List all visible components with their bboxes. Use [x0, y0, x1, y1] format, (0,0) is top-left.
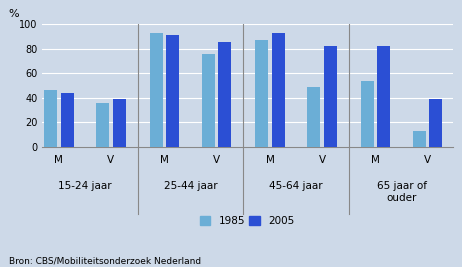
Text: V: V: [424, 155, 431, 166]
Bar: [96, 103, 109, 147]
Bar: [377, 46, 390, 147]
Text: V: V: [213, 155, 220, 166]
Text: 45-64 jaar: 45-64 jaar: [269, 181, 323, 191]
Text: 65 jaar of
ouder: 65 jaar of ouder: [377, 181, 426, 203]
Text: M: M: [371, 155, 380, 166]
Text: 25-44 jaar: 25-44 jaar: [164, 181, 217, 191]
Bar: [413, 131, 426, 147]
Bar: [61, 93, 73, 147]
Legend: 1985, 2005: 1985, 2005: [196, 212, 298, 230]
Bar: [361, 81, 374, 147]
Text: V: V: [318, 155, 326, 166]
Bar: [429, 99, 442, 147]
Bar: [150, 33, 163, 147]
Bar: [307, 87, 320, 147]
Bar: [166, 35, 179, 147]
Text: M: M: [160, 155, 169, 166]
Bar: [113, 99, 126, 147]
Text: Bron: CBS/Mobiliteitsonderzoek Nederland: Bron: CBS/Mobiliteitsonderzoek Nederland: [9, 257, 201, 266]
Bar: [44, 90, 57, 147]
Text: M: M: [266, 155, 274, 166]
Bar: [202, 53, 215, 147]
Text: M: M: [55, 155, 63, 166]
Bar: [255, 40, 268, 147]
Text: %: %: [9, 9, 19, 19]
Text: V: V: [107, 155, 115, 166]
Bar: [324, 46, 337, 147]
Bar: [218, 42, 231, 147]
Bar: [272, 33, 285, 147]
Text: 15-24 jaar: 15-24 jaar: [58, 181, 112, 191]
